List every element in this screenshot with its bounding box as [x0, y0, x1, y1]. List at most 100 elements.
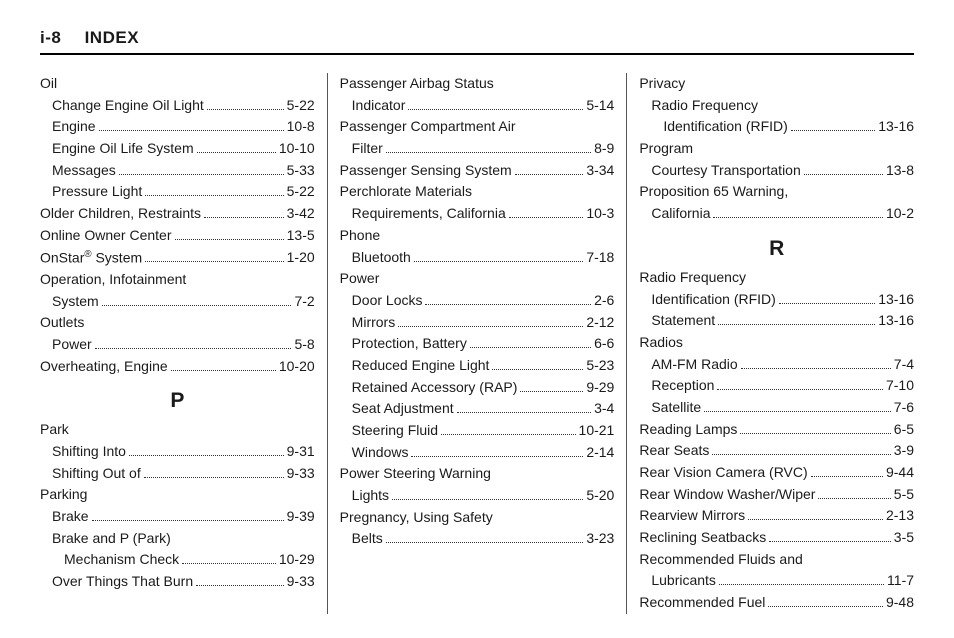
- entry-label: Statement: [639, 310, 715, 332]
- index-entry: Power: [340, 268, 615, 290]
- index-entry: Proposition 65 Warning,: [639, 181, 914, 203]
- index-entry: OnStar® System 1-20: [40, 247, 315, 269]
- index-entry: Reception7-10: [639, 375, 914, 397]
- entry-label: Satellite: [639, 397, 701, 419]
- entry-label: Belts: [340, 528, 383, 550]
- entry-label: System: [40, 291, 99, 313]
- entry-label: Bluetooth: [340, 247, 411, 269]
- entry-label: Engine Oil Life System: [40, 138, 194, 160]
- leader-dots: [207, 109, 284, 110]
- entry-page: 9-48: [886, 592, 914, 614]
- index-entry: Bluetooth7-18: [340, 247, 615, 269]
- entry-page: 13-8: [886, 160, 914, 182]
- entry-page: 6-5: [894, 419, 914, 441]
- leader-dots: [740, 433, 890, 434]
- index-entry: Identification (RFID)13-16: [639, 289, 914, 311]
- leader-dots: [768, 606, 883, 607]
- leader-dots: [171, 370, 276, 371]
- entry-page: 3-4: [594, 398, 614, 420]
- index-entry: Messages5-33: [40, 160, 315, 182]
- index-entry: Reading Lamps6-5: [639, 419, 914, 441]
- entry-label: Change Engine Oil Light: [40, 95, 204, 117]
- leader-dots: [182, 563, 276, 564]
- index-entry: Rear Seats3-9: [639, 440, 914, 462]
- leader-dots: [520, 391, 583, 392]
- entry-page: 10-29: [279, 549, 315, 571]
- index-entry: Radio Frequency: [639, 95, 914, 117]
- entry-label: Protection, Battery: [340, 333, 467, 355]
- entry-label: Park: [40, 419, 69, 441]
- index-columns: OilChange Engine Oil Light5-22Engine10-8…: [40, 73, 914, 614]
- leader-dots: [197, 152, 276, 153]
- leader-dots: [144, 477, 284, 478]
- entry-page: 1-20: [287, 247, 315, 269]
- leader-dots: [704, 411, 891, 412]
- entry-label: Lubricants: [639, 570, 716, 592]
- entry-label: Shifting Out of: [40, 463, 141, 485]
- entry-label: Passenger Compartment Air: [340, 116, 516, 138]
- section-letter: P: [40, 389, 315, 413]
- index-entry: Rear Window Washer/Wiper5-5: [639, 484, 914, 506]
- index-entry: Older Children, Restraints3-42: [40, 203, 315, 225]
- entry-page: 7-10: [886, 375, 914, 397]
- leader-dots: [509, 217, 584, 218]
- entry-page: 2-6: [594, 290, 614, 312]
- index-entry: Program: [639, 138, 914, 160]
- entry-label: Power Steering Warning: [340, 463, 491, 485]
- header-title: INDEX: [85, 28, 139, 47]
- leader-dots: [145, 261, 283, 262]
- entry-label: California: [639, 203, 710, 225]
- entry-page: 9-44: [886, 462, 914, 484]
- entry-page: 13-16: [878, 289, 914, 311]
- index-entry: Pressure Light5-22: [40, 181, 315, 203]
- entry-label: Program: [639, 138, 693, 160]
- entry-page: 10-10: [279, 138, 315, 160]
- entry-page: 2-14: [586, 442, 614, 464]
- leader-dots: [818, 498, 890, 499]
- index-entry: Passenger Sensing System3-34: [340, 160, 615, 182]
- leader-dots: [392, 499, 583, 500]
- entry-page: 9-31: [287, 441, 315, 463]
- leader-dots: [712, 454, 890, 455]
- entry-label: OnStar® System: [40, 247, 142, 269]
- index-entry: Power5-8: [40, 334, 315, 356]
- index-entry: Oil: [40, 73, 315, 95]
- index-entry: Engine Oil Life System 10-10: [40, 138, 315, 160]
- entry-label: Courtesy Transportation: [639, 160, 800, 182]
- entry-label: Phone: [340, 225, 380, 247]
- entry-page: 5-5: [894, 484, 914, 506]
- entry-label: Overheating, Engine: [40, 356, 168, 378]
- leader-dots: [99, 130, 284, 131]
- index-entry: Reduced Engine Light5-23: [340, 355, 615, 377]
- entry-page: 2-13: [886, 505, 914, 527]
- entry-page: 10-2: [886, 203, 914, 225]
- entry-label: Recommended Fuel: [639, 592, 765, 614]
- entry-page: 5-23: [586, 355, 614, 377]
- entry-label: Brake: [40, 506, 89, 528]
- index-entry: Filter8-9: [340, 138, 615, 160]
- leader-dots: [515, 174, 584, 175]
- entry-label: Privacy: [639, 73, 685, 95]
- entry-label: Identification (RFID): [639, 116, 787, 138]
- leader-dots: [92, 520, 284, 521]
- entry-page: 3-23: [586, 528, 614, 550]
- index-entry: Change Engine Oil Light5-22: [40, 95, 315, 117]
- entry-label: Proposition 65 Warning,: [639, 181, 788, 203]
- entry-page: 13-16: [878, 116, 914, 138]
- entry-page: 9-39: [287, 506, 315, 528]
- page-header: i-8 INDEX: [40, 28, 914, 55]
- index-entry: Operation, Infotainment: [40, 269, 315, 291]
- entry-label: Rear Vision Camera (RVC): [639, 462, 807, 484]
- index-entry: Statement13-16: [639, 310, 914, 332]
- entry-label: Requirements, California: [340, 203, 506, 225]
- entry-label: Rearview Mirrors: [639, 505, 745, 527]
- index-entry: Door Locks2-6: [340, 290, 615, 312]
- leader-dots: [718, 324, 875, 325]
- entry-page: 5-8: [294, 334, 314, 356]
- leader-dots: [129, 455, 284, 456]
- index-entry: Shifting Out of9-33: [40, 463, 315, 485]
- leader-dots: [492, 369, 583, 370]
- index-entry: Park: [40, 419, 315, 441]
- index-entry: System7-2: [40, 291, 315, 313]
- entry-page: 5-22: [287, 181, 315, 203]
